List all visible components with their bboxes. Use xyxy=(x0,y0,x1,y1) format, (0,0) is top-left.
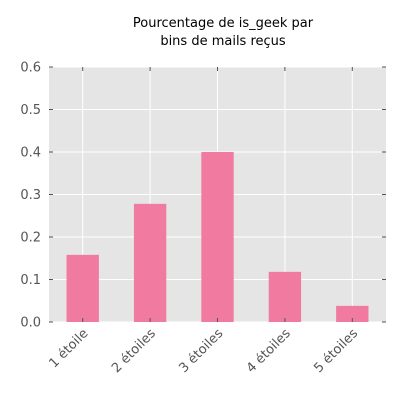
x-tick-label-3: 3 étoiles xyxy=(177,326,227,376)
x-tick-label-1: 1 étoile xyxy=(46,326,91,371)
bar-3 xyxy=(201,152,234,322)
bar-1 xyxy=(66,254,99,322)
chart-title-line-1: Pourcentage de is_geek par xyxy=(133,16,314,31)
x-tick-label-5: 5 étoiles xyxy=(311,326,361,376)
y-tick-label-1: 0.1 xyxy=(20,273,41,288)
bar-4 xyxy=(268,271,302,322)
y-tick-label-5: 0.5 xyxy=(20,103,41,118)
y-tick-label-3: 0.3 xyxy=(20,188,41,203)
y-tick-label-4: 0.4 xyxy=(20,146,41,161)
bar-5 xyxy=(336,305,369,322)
x-tick-label-4: 4 étoiles xyxy=(244,326,294,376)
bar-2 xyxy=(133,203,167,322)
y-tick-label-6: 0.6 xyxy=(20,61,41,76)
plot-area: 0.0 0.1 0.2 0.3 0.4 0.5 0.6 1 étoile 2 étoiles 3 … xyxy=(20,61,386,376)
x-tick-label-2: 2 étoiles xyxy=(109,326,159,376)
chart-title-line-2: bins de mails reçus xyxy=(160,34,286,49)
y-tick-label-2: 0.2 xyxy=(20,231,41,246)
y-tick-label-0: 0.0 xyxy=(20,316,41,331)
